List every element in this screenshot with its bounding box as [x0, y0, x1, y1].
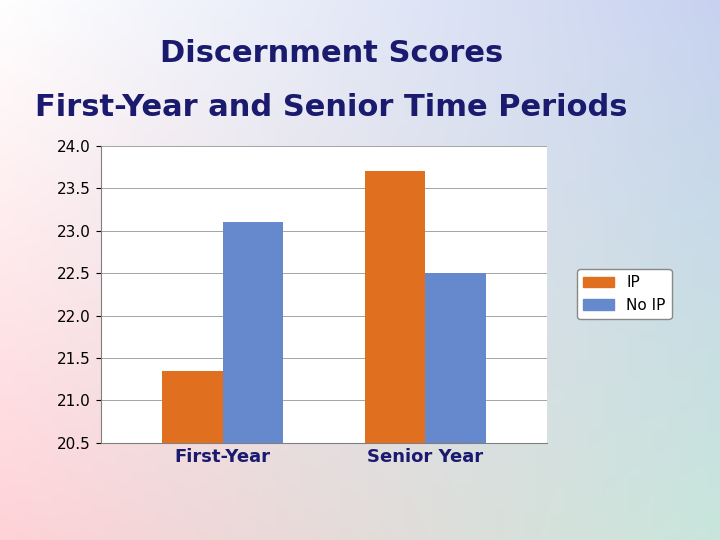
Text: Discernment Scores: Discernment Scores [160, 39, 503, 69]
Bar [162, 370, 222, 540]
Bar [364, 171, 426, 540]
Bar [426, 273, 486, 540]
Bar [222, 222, 284, 540]
Text: First-Year and Senior Time Periods: First-Year and Senior Time Periods [35, 93, 627, 123]
Legend: IP, No IP: IP, No IP [577, 269, 672, 319]
